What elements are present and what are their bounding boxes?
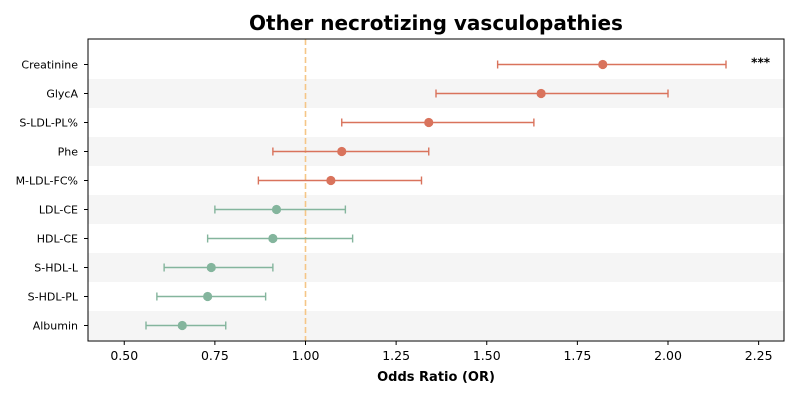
y-tick-label: Creatinine [21,59,78,72]
row-s-ldl-pl- [341,117,535,128]
y-tick-label: LDL-CE [39,204,78,217]
y-tick-label: S-LDL-PL% [19,117,78,130]
point-estimate [271,204,282,215]
point-estimate [177,320,187,331]
point-estimate [536,88,546,99]
row-bands [88,79,784,340]
row-phe [272,146,430,157]
point-estimate [337,146,347,157]
x-tick-label: 0.50 [110,348,138,363]
row-glyca [435,88,669,99]
point-estimate [598,59,608,70]
row-albumin [145,320,227,331]
y-tick-label: S-HDL-L [34,262,79,275]
row-hdl-ce [206,233,354,244]
chart-marks: *** [145,56,771,331]
row-m-ldl-fc- [257,175,423,186]
row-ldl-ce [214,204,347,215]
x-tick-label: 2.25 [745,348,773,363]
row-s-hdl-pl [156,291,267,302]
y-tick-label: S-HDL-PL [28,291,79,304]
x-tick-label: 1.25 [382,348,410,363]
x-tick-label: 0.75 [201,348,229,363]
point-estimate [326,175,336,186]
x-tick-label: 1.50 [473,348,501,363]
point-estimate [206,262,216,273]
row-s-hdl-l [163,262,274,273]
y-tick-label: M-LDL-FC% [16,175,78,188]
row-band [88,137,784,166]
row-band [88,195,784,224]
point-estimate [203,291,213,302]
y-tick-label: GlycA [46,88,78,101]
point-estimate [424,117,434,128]
x-tick-label: 1.00 [292,348,320,363]
y-tick-label: HDL-CE [37,233,78,246]
point-estimate [268,233,278,244]
plot-frame [87,38,785,342]
y-tick-label: Albumin [33,320,78,333]
x-axis: 0.50 0.75 1.00 1.25 1.50 1.75 2.00 2.25 [110,341,773,363]
significance-annotation: *** [751,56,771,70]
x-axis-label: Odds Ratio (OR) [377,370,495,385]
row-creatinine: *** [496,56,771,70]
x-tick-label: 2.00 [654,348,682,363]
x-tick-label: 1.75 [563,348,591,363]
y-tick-label: Phe [58,146,79,159]
y-axis: Creatinine GlycA S-LDL-PL% Phe M-LDL-FC% LDL-… [16,59,88,333]
chart-title: Other necrotizing vasculopathies [249,11,623,35]
